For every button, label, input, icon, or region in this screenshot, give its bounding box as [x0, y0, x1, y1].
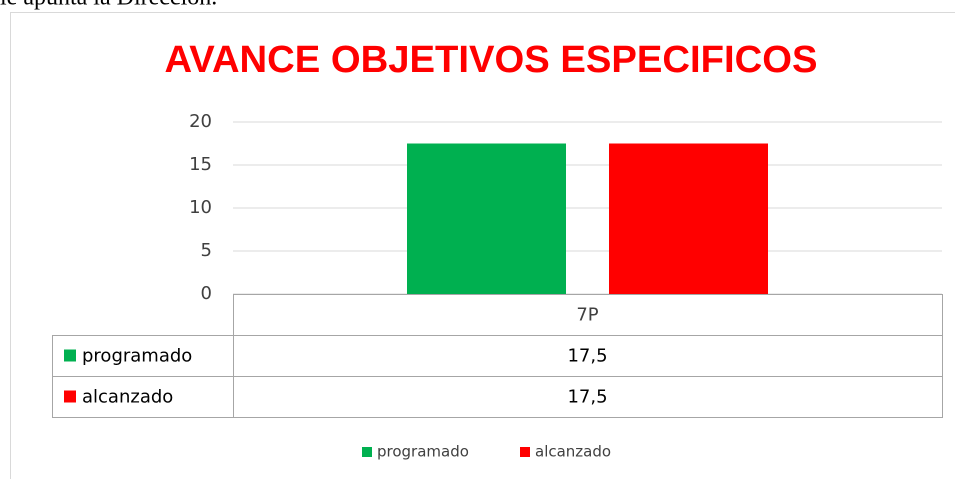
legend-label: alcanzado — [535, 443, 611, 461]
legend-key — [362, 447, 372, 457]
table-value: 17,5 — [567, 387, 607, 408]
chart-title: AVANCE OBJETIVOS ESPECIFICOS — [165, 39, 818, 81]
bar — [407, 143, 566, 294]
table-row — [52, 376, 943, 418]
x-tick-label: 7P — [576, 305, 598, 326]
y-tick-label: 20 — [189, 111, 212, 132]
legend-key — [64, 390, 76, 403]
legend-label: programado — [377, 443, 469, 461]
bar — [609, 143, 768, 294]
table-series-name: programado — [82, 346, 192, 367]
table-value: 17,5 — [567, 346, 607, 367]
table-series-name: alcanzado — [82, 387, 173, 408]
legend-key — [64, 349, 76, 362]
y-tick-label: 10 — [189, 197, 212, 218]
top-text: le apunta la Dirección. — [0, 0, 217, 11]
y-tick-label: 5 — [201, 240, 212, 261]
legend-key — [520, 447, 530, 457]
y-tick-label: 0 — [201, 283, 212, 304]
y-tick-label: 15 — [189, 154, 212, 175]
